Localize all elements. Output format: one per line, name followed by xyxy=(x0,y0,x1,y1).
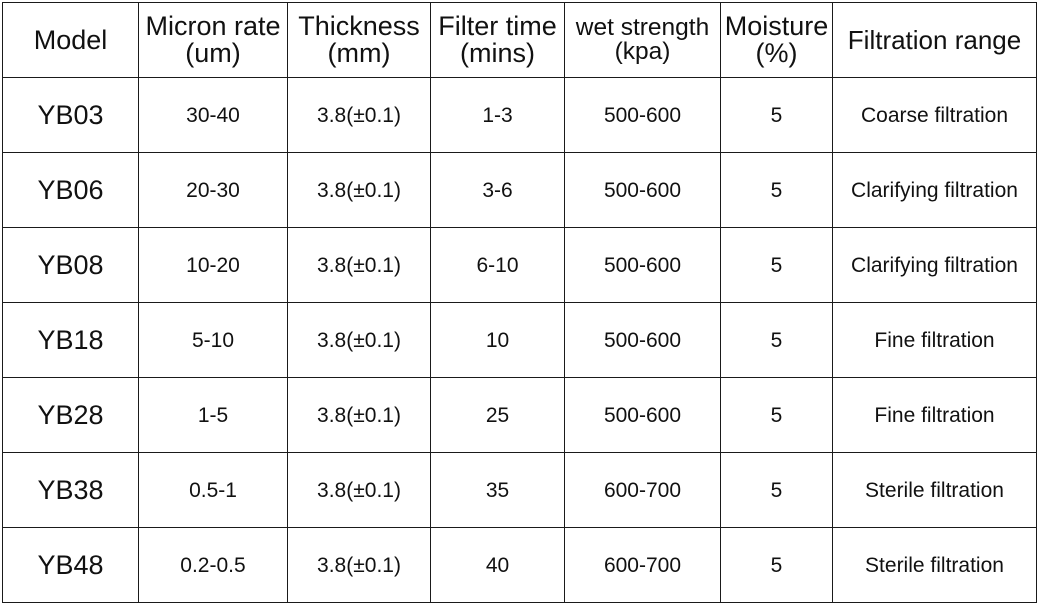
cell-filtration-range: Clarifying filtration xyxy=(832,152,1037,228)
cell-thickness: 3.8(±0.1) xyxy=(287,152,431,228)
cell-filtration-range: Sterile filtration xyxy=(832,527,1037,603)
cell-filtration-range: Clarifying filtration xyxy=(832,227,1037,303)
table-row: YB18 5-10 3.8(±0.1) 10 500-600 5 Fine fi… xyxy=(2,302,1037,378)
cell-thickness: 3.8(±0.1) xyxy=(287,227,431,303)
cell-moisture: 5 xyxy=(720,377,833,453)
header-micron-rate: Micron rate (um) xyxy=(138,2,288,78)
cell-moisture: 5 xyxy=(720,77,833,153)
cell-wet-strength: 500-600 xyxy=(564,227,721,303)
cell-filtration-range: Sterile filtration xyxy=(832,452,1037,528)
cell-wet-strength: 500-600 xyxy=(564,152,721,228)
cell-moisture: 5 xyxy=(720,527,833,603)
cell-moisture: 5 xyxy=(720,227,833,303)
cell-filtration-range: Fine filtration xyxy=(832,377,1037,453)
cell-thickness: 3.8(±0.1) xyxy=(287,377,431,453)
cell-filter-time: 10 xyxy=(430,302,565,378)
cell-filtration-range: Fine filtration xyxy=(832,302,1037,378)
cell-model: YB03 xyxy=(2,77,139,153)
cell-model: YB18 xyxy=(2,302,139,378)
cell-model: YB08 xyxy=(2,227,139,303)
cell-thickness: 3.8(±0.1) xyxy=(287,527,431,603)
header-filtration-range: Filtration range xyxy=(832,2,1037,78)
cell-moisture: 5 xyxy=(720,302,833,378)
cell-model: YB06 xyxy=(2,152,139,228)
header-row: Model Micron rate (um) Thickness (mm) Filt… xyxy=(2,2,1037,78)
cell-micron-rate: 0.2-0.5 xyxy=(138,527,288,603)
table-row: YB08 10-20 3.8(±0.1) 6-10 500-600 5 Clar… xyxy=(2,227,1037,303)
cell-filter-time: 40 xyxy=(430,527,565,603)
cell-model: YB48 xyxy=(2,527,139,603)
cell-wet-strength: 600-700 xyxy=(564,452,721,528)
cell-thickness: 3.8(±0.1) xyxy=(287,452,431,528)
table-row: YB03 30-40 3.8(±0.1) 1-3 500-600 5 Coars… xyxy=(2,77,1037,153)
cell-filter-time: 1-3 xyxy=(430,77,565,153)
cell-wet-strength: 500-600 xyxy=(564,77,721,153)
header-thickness: Thickness (mm) xyxy=(287,2,431,78)
cell-moisture: 5 xyxy=(720,152,833,228)
header-filter-time: Filter time (mins) xyxy=(430,2,565,78)
cell-filtration-range: Coarse filtration xyxy=(832,77,1037,153)
cell-model: YB38 xyxy=(2,452,139,528)
header-moisture: Moisture (%) xyxy=(720,2,833,78)
cell-wet-strength: 500-600 xyxy=(564,377,721,453)
cell-filter-time: 6-10 xyxy=(430,227,565,303)
cell-filter-time: 25 xyxy=(430,377,565,453)
table-row: YB28 1-5 3.8(±0.1) 25 500-600 5 Fine fil… xyxy=(2,377,1037,453)
table-row: YB06 20-30 3.8(±0.1) 3-6 500-600 5 Clari… xyxy=(2,152,1037,228)
cell-micron-rate: 5-10 xyxy=(138,302,288,378)
cell-micron-rate: 20-30 xyxy=(138,152,288,228)
cell-wet-strength: 500-600 xyxy=(564,302,721,378)
cell-micron-rate: 10-20 xyxy=(138,227,288,303)
cell-moisture: 5 xyxy=(720,452,833,528)
table-row: YB38 0.5-1 3.8(±0.1) 35 600-700 5 Steril… xyxy=(2,452,1037,528)
cell-filter-time: 3-6 xyxy=(430,152,565,228)
cell-filter-time: 35 xyxy=(430,452,565,528)
header-wet-strength: wet strength (kpa) xyxy=(564,2,721,78)
cell-thickness: 3.8(±0.1) xyxy=(287,77,431,153)
cell-thickness: 3.8(±0.1) xyxy=(287,302,431,378)
cell-micron-rate: 0.5-1 xyxy=(138,452,288,528)
cell-micron-rate: 1-5 xyxy=(138,377,288,453)
header-model: Model xyxy=(2,2,139,78)
table-row: YB48 0.2-0.5 3.8(±0.1) 40 600-700 5 Ster… xyxy=(2,527,1037,603)
cell-wet-strength: 600-700 xyxy=(564,527,721,603)
cell-model: YB28 xyxy=(2,377,139,453)
cell-micron-rate: 30-40 xyxy=(138,77,288,153)
